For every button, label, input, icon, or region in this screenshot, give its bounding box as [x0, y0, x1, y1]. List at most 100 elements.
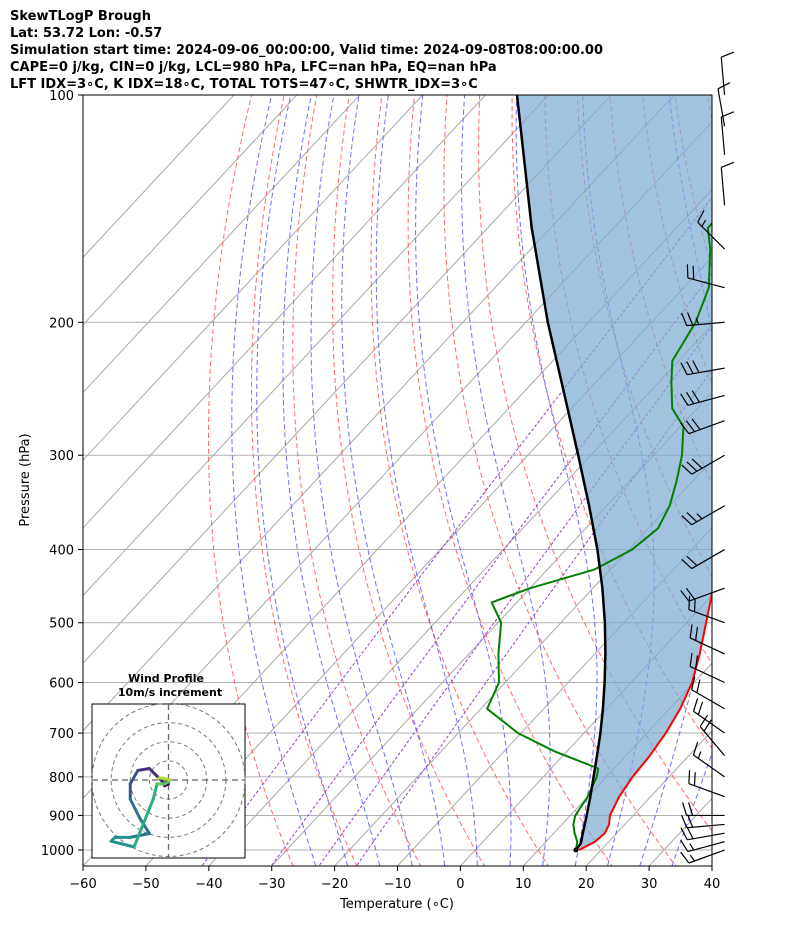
barb-staff: [688, 849, 725, 864]
moist-adiabat: [639, 95, 712, 866]
y-axis-label: Pressure (hPa): [18, 433, 33, 526]
y-tick-label: 500: [49, 617, 74, 632]
dry-adiabat: [370, 95, 549, 866]
y-axis: 1000 900 800 700 600 500 400 300 200 100: [41, 89, 83, 859]
barb-flag: [686, 461, 698, 472]
x-tick-label: −30: [258, 877, 285, 892]
barb-flag: [686, 555, 698, 566]
dewpoint-line: [486, 221, 712, 851]
moist-adiabat: [282, 95, 381, 866]
x-tick-label: 30: [641, 877, 658, 892]
hodograph-segment: [128, 797, 142, 820]
isotherm-line: [208, 324, 712, 866]
parcel-start-marker: [573, 847, 579, 853]
y-tick-label: 600: [49, 677, 74, 692]
wind-barb: [720, 51, 735, 96]
barb-flag: [681, 312, 688, 326]
hodograph-inset: Wind Profile 10m/s increment: [91, 672, 246, 859]
barb-flag: [680, 827, 688, 841]
barb-staff: [688, 609, 725, 624]
dry-adiabat: [332, 95, 486, 866]
y-tick-label: 200: [49, 316, 74, 331]
barb-staff: [720, 57, 726, 96]
hodograph-subtitle: 10m/s increment: [118, 686, 222, 699]
x-tick-label: 0: [456, 877, 464, 892]
wind-barb: [697, 209, 726, 250]
isotherm-line: [459, 594, 712, 866]
x-tick-label: −20: [321, 877, 348, 892]
y-tick-label: 300: [49, 449, 74, 464]
barb-flag: [692, 741, 699, 756]
wind-barb: [680, 587, 725, 602]
isotherm-line: [83, 95, 361, 394]
wind-barb: [680, 418, 725, 435]
barb-staff: [688, 587, 725, 602]
barb-staff: [691, 505, 725, 526]
dry-adiabat: [292, 95, 422, 866]
hodograph-segment: [151, 782, 159, 801]
barb-staff: [693, 754, 725, 778]
isotherm-line: [761, 60, 794, 881]
moist-adiabat: [671, 751, 712, 866]
hodograph-segment: [128, 768, 140, 786]
wind-barb: [680, 849, 725, 864]
wind-barb: [681, 549, 725, 570]
barb-flag: [681, 558, 693, 569]
title-line-1: SkewTLogP Brough: [10, 9, 151, 24]
barb-flag: [692, 698, 699, 712]
mixing-ratio-line: [318, 326, 712, 866]
dry-adiabat: [707, 95, 712, 124]
temperature-line: [578, 588, 712, 851]
profile-lines: [486, 95, 712, 853]
barb-flag: [682, 802, 688, 816]
barb-flag: [693, 598, 696, 612]
y-tick-label: 900: [49, 809, 74, 824]
hodograph-segment: [109, 839, 136, 849]
chart-title: SkewTLogP Brough Lat: 53.72 Lon: -0.57 S…: [10, 8, 603, 93]
barb-flag: [691, 676, 696, 690]
barb-flag: [681, 464, 693, 475]
barb-flag: [680, 393, 689, 406]
wind-barb: [680, 826, 725, 841]
title-line-2: Lat: 53.72 Lon: -0.57: [10, 26, 163, 41]
wind-barb: [681, 505, 725, 526]
barb-staff: [687, 841, 725, 853]
barb-flag: [688, 596, 691, 610]
barb-flag: [685, 391, 695, 405]
x-tick-label: −60: [69, 877, 96, 892]
wind-barb: [686, 264, 725, 289]
wind-barb: [688, 596, 725, 624]
barb-staff: [691, 689, 725, 710]
hodograph-segment: [132, 797, 155, 849]
barb-flag: [680, 851, 690, 864]
wind-barb: [692, 698, 725, 734]
wind-barb: [689, 624, 725, 655]
wind-barb: [689, 652, 725, 684]
x-tick-label: 20: [578, 877, 595, 892]
barb-flag: [680, 422, 690, 435]
hodograph-segment: [138, 816, 151, 836]
isotherm-line: [396, 527, 712, 866]
barb-staff: [720, 167, 726, 206]
wind-barb: [680, 839, 725, 853]
barb-staff: [686, 321, 725, 327]
barb-staff: [686, 823, 725, 829]
barb-flag: [694, 655, 699, 670]
barb-flag: [681, 515, 693, 526]
mixing-ratio-line: [270, 272, 712, 866]
wind-barb: [681, 814, 725, 829]
barb-flag: [680, 362, 688, 375]
y-tick-label: 100: [49, 89, 74, 104]
dry-adiabat: [766, 61, 794, 882]
barb-flag: [680, 839, 689, 852]
moist-adiabat: [515, 95, 598, 866]
title-line-5: LFT IDX=3∘C, K IDX=18∘C, TOTAL TOTS=47∘C…: [10, 77, 478, 92]
isotherm-line: [83, 95, 298, 326]
barb-flag: [721, 161, 735, 169]
y-tick-label: 400: [49, 544, 74, 559]
isotherm-line: [83, 95, 424, 461]
barb-flag: [691, 418, 701, 430]
hodograph-segment: [147, 767, 159, 778]
barb-flag: [699, 714, 709, 727]
isotherm-line: [83, 95, 235, 259]
